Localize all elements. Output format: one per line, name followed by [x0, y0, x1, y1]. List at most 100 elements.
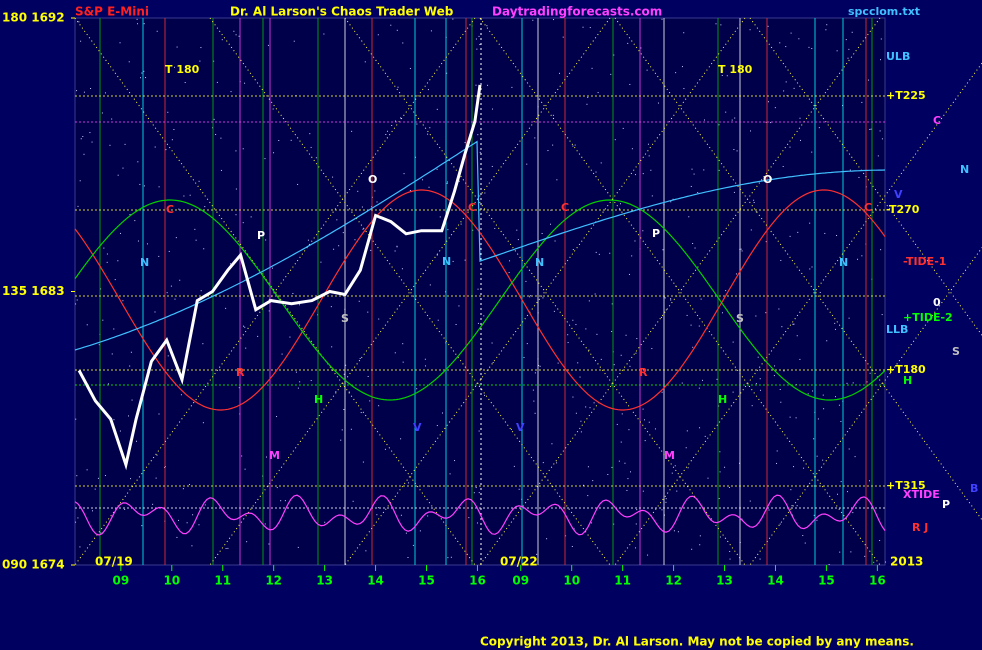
star — [587, 495, 589, 497]
star — [613, 364, 615, 366]
star — [452, 18, 454, 20]
star — [475, 38, 477, 40]
annotation: H — [314, 393, 323, 406]
star — [268, 543, 270, 545]
star — [803, 467, 805, 469]
star — [823, 408, 825, 410]
star — [665, 309, 667, 311]
star — [233, 30, 235, 32]
star — [204, 206, 206, 208]
diagonal — [479, 17, 881, 566]
star — [849, 169, 851, 171]
x-tick-label: 13 — [716, 574, 733, 588]
star — [446, 182, 448, 184]
annotation: M — [664, 449, 675, 462]
star — [484, 394, 486, 396]
star — [792, 514, 794, 516]
star — [793, 323, 795, 325]
star — [523, 357, 525, 359]
star — [869, 128, 871, 130]
star — [840, 420, 842, 422]
star — [802, 535, 804, 537]
x-tick-label: 14 — [767, 574, 784, 588]
star — [526, 343, 528, 345]
star — [811, 48, 813, 50]
star — [106, 261, 108, 263]
star — [479, 44, 481, 46]
star — [571, 545, 573, 547]
star — [396, 246, 398, 248]
star — [880, 38, 882, 40]
star — [715, 23, 717, 25]
star — [400, 438, 402, 440]
y-tick-label: 090 1674 — [2, 558, 65, 572]
star — [351, 130, 353, 132]
star — [449, 473, 451, 475]
star — [400, 117, 402, 119]
star — [235, 214, 237, 216]
star — [720, 24, 722, 26]
star — [75, 418, 77, 420]
star — [556, 462, 558, 464]
star — [494, 227, 496, 229]
star — [822, 394, 824, 396]
star — [446, 181, 448, 183]
star — [348, 391, 350, 393]
star — [822, 459, 824, 461]
star — [636, 338, 638, 340]
star — [491, 165, 493, 167]
star — [594, 293, 596, 295]
star — [670, 298, 672, 300]
star — [732, 341, 734, 343]
star — [733, 191, 735, 193]
x-tick-label: 12 — [665, 574, 682, 588]
star — [460, 223, 462, 225]
star — [735, 273, 737, 275]
annotation: H — [718, 393, 727, 406]
star — [681, 66, 683, 68]
star — [103, 247, 105, 249]
star — [852, 382, 854, 384]
star — [583, 484, 585, 486]
star — [577, 362, 579, 364]
star — [824, 232, 826, 234]
star — [807, 393, 809, 395]
star — [91, 141, 93, 143]
star — [767, 101, 769, 103]
star — [90, 87, 92, 89]
star — [267, 44, 269, 46]
star — [729, 558, 731, 560]
star — [333, 248, 335, 250]
star — [857, 258, 859, 260]
star — [186, 522, 188, 524]
star — [111, 353, 113, 355]
star — [703, 169, 705, 171]
annotation: N — [839, 256, 848, 269]
star — [250, 216, 252, 218]
star — [492, 108, 494, 110]
chart-title: Dr. Al Larson's Chaos Trader Web — [230, 5, 454, 19]
star — [408, 482, 410, 484]
star — [77, 517, 79, 519]
star — [124, 143, 126, 145]
y-tick-label: 135 1683 — [2, 284, 65, 298]
star — [565, 535, 567, 537]
star — [572, 249, 574, 251]
star — [661, 509, 663, 511]
star — [642, 173, 644, 175]
star — [776, 450, 778, 452]
star — [529, 296, 531, 298]
annotation: O — [368, 173, 377, 186]
star — [869, 372, 871, 374]
star — [175, 237, 177, 239]
star — [542, 297, 544, 299]
star — [726, 75, 728, 77]
star — [588, 300, 590, 302]
star — [879, 130, 881, 132]
star — [550, 223, 552, 225]
star — [676, 490, 678, 492]
star — [360, 412, 362, 414]
star — [143, 70, 145, 72]
star — [394, 352, 396, 354]
star — [847, 57, 849, 59]
